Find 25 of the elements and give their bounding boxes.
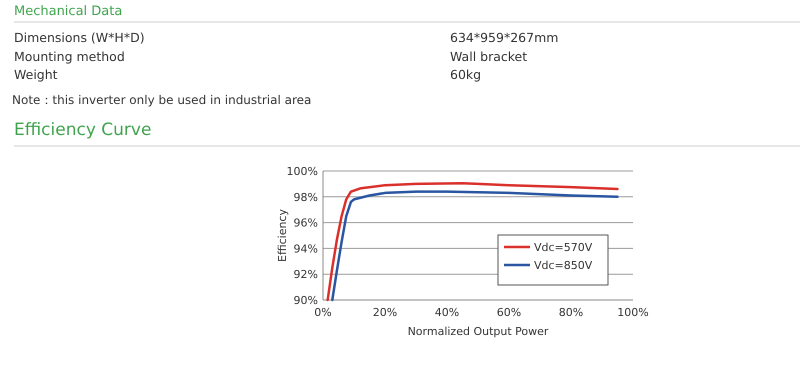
y-tick-label: 100% xyxy=(286,165,318,178)
y-tick-label: 96% xyxy=(294,216,318,230)
text: Wall bracket xyxy=(450,49,528,64)
x-tick-label: 100% xyxy=(617,306,649,319)
legend-label: Vdc=850V xyxy=(534,259,593,272)
text: Dimensions (W*H*D) xyxy=(14,30,145,45)
x-axis-title: Normalized Output Power xyxy=(408,325,549,338)
x-tick-label: 80% xyxy=(558,306,584,319)
x-tick-label: 20% xyxy=(372,306,398,319)
text: 60kg xyxy=(450,67,482,82)
x-tick-label: 40% xyxy=(434,306,460,319)
text: Weight xyxy=(14,67,58,82)
legend-label: Vdc=570V xyxy=(534,241,593,254)
x-tick-label: 60% xyxy=(496,306,522,319)
y-tick-label: 94% xyxy=(294,242,318,256)
text: Mechanical Data xyxy=(14,4,122,19)
y-tick-label: 98% xyxy=(294,190,318,204)
y-tick-label: 90% xyxy=(294,294,318,307)
y-axis-title: Efficiency xyxy=(276,208,289,262)
text: Mounting method xyxy=(14,49,125,64)
text: Efficiency Curve xyxy=(14,120,152,140)
y-tick-label: 92% xyxy=(294,268,318,282)
text: 634*959*267mm xyxy=(450,30,558,45)
text: Note：this inverter only be used in industrial area xyxy=(12,93,312,107)
x-tick-label: 0% xyxy=(314,306,332,319)
